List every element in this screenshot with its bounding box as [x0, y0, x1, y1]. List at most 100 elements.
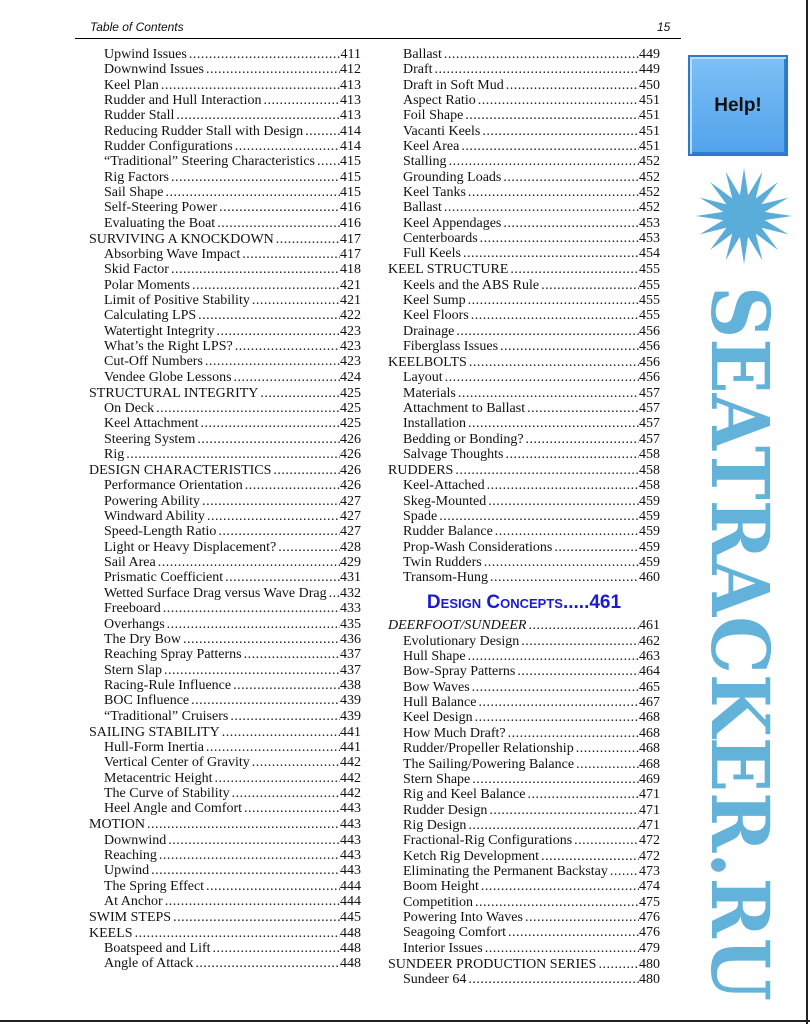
toc-entry[interactable]: Transom-Hung 460 — [388, 570, 660, 585]
toc-entry[interactable]: Installation 457 — [388, 416, 660, 431]
toc-entry[interactable]: Centerboards 453 — [388, 231, 660, 246]
toc-entry[interactable]: Upwind Issues 411 — [89, 47, 361, 62]
toc-entry[interactable]: Downwind Issues 412 — [89, 62, 361, 77]
toc-heading-entry[interactable]: KEELBOLTS 456 — [388, 355, 660, 370]
toc-entry[interactable]: Keels and the ABS Rule 455 — [388, 278, 660, 293]
toc-entry[interactable]: Foil Shape 451 — [388, 108, 660, 123]
toc-entry[interactable]: Attachment to Ballast 457 — [388, 401, 660, 416]
toc-heading-entry[interactable]: STRUCTURAL INTEGRITY 425 — [89, 386, 361, 401]
toc-entry[interactable]: What’s the Right LPS? 423 — [89, 339, 361, 354]
toc-entry[interactable]: Salvage Thoughts 458 — [388, 447, 660, 462]
toc-entry[interactable]: Keel Tanks 452 — [388, 185, 660, 200]
toc-entry[interactable]: On Deck 425 — [89, 401, 361, 416]
toc-entry[interactable]: Rudder Design 471 — [388, 803, 660, 818]
toc-entry[interactable]: Downwind 443 — [89, 833, 361, 848]
toc-heading-entry[interactable]: SUNDEER PRODUCTION SERIES 480 — [388, 957, 660, 972]
toc-entry[interactable]: Spade 459 — [388, 509, 660, 524]
toc-entry[interactable]: The Sailing/Powering Balance 468 — [388, 757, 660, 772]
toc-entry[interactable]: Polar Moments 421 — [89, 278, 361, 293]
toc-entry[interactable]: Fiberglass Issues 456 — [388, 339, 660, 354]
toc-entry[interactable]: Powering Into Waves 476 — [388, 910, 660, 925]
toc-entry[interactable]: Bow Waves 465 — [388, 680, 660, 695]
toc-entry[interactable]: Upwind 443 — [89, 863, 361, 878]
toc-entry[interactable]: Rudder Balance 459 — [388, 524, 660, 539]
toc-entry[interactable]: Powering Ability 427 — [89, 494, 361, 509]
toc-entry[interactable]: Keel Sump 455 — [388, 293, 660, 308]
toc-entry[interactable]: Steering System 426 — [89, 432, 361, 447]
toc-entry[interactable]: Reaching 443 — [89, 848, 361, 863]
toc-entry[interactable]: Absorbing Wave Impact 417 — [89, 247, 361, 262]
toc-entry[interactable]: Skeg-Mounted 459 — [388, 494, 660, 509]
toc-entry[interactable]: Reducing Rudder Stall with Design 414 — [89, 124, 361, 139]
toc-entry[interactable]: Boatspeed and Lift 448 — [89, 941, 361, 956]
toc-entry[interactable]: Keel Floors 455 — [388, 308, 660, 323]
toc-entry[interactable]: Stern Slap 437 — [89, 663, 361, 678]
toc-entry[interactable]: Ballast 452 — [388, 200, 660, 215]
toc-entry[interactable]: “Traditional” Steering Characteristics 41… — [89, 154, 361, 169]
toc-entry[interactable]: Ketch Rig Development 472 — [388, 849, 660, 864]
toc-entry[interactable]: Self-Steering Power 416 — [89, 200, 361, 215]
toc-entry[interactable]: Keel Area 451 — [388, 139, 660, 154]
toc-entry[interactable]: Keel Appendages 453 — [388, 216, 660, 231]
toc-entry[interactable]: How Much Draft? 468 — [388, 726, 660, 741]
toc-heading-entry[interactable]: SAILING STABILITY 441 — [89, 725, 361, 740]
toc-entry[interactable]: Eliminating the Permanent Backstay 473 — [388, 864, 660, 879]
toc-entry[interactable]: Rudder Configurations 414 — [89, 139, 361, 154]
toc-entry[interactable]: Vacanti Keels 451 — [388, 124, 660, 139]
toc-entry[interactable]: Rudder/Propeller Relationship 468 — [388, 741, 660, 756]
help-button[interactable]: Help! — [688, 55, 788, 156]
toc-entry[interactable]: Keel-Attached 458 — [388, 478, 660, 493]
toc-entry[interactable]: Hull-Form Inertia 441 — [89, 740, 361, 755]
toc-entry[interactable]: Ballast 449 — [388, 47, 660, 62]
toc-entry[interactable]: Keel Design 468 — [388, 710, 660, 725]
toc-heading-entry[interactable]: RUDDERS 458 — [388, 463, 660, 478]
toc-heading-entry[interactable]: SWIM STEPS 445 — [89, 910, 361, 925]
toc-heading-entry[interactable]: DEERFOOT/SUNDEER 461 — [388, 618, 660, 633]
toc-entry[interactable]: Racing-Rule Influence 438 — [89, 678, 361, 693]
toc-entry[interactable]: Sail Area 429 — [89, 555, 361, 570]
toc-entry[interactable]: Layout 456 — [388, 370, 660, 385]
toc-heading-entry[interactable]: DESIGN CHARACTERISTICS 426 — [89, 463, 361, 478]
toc-entry[interactable]: Light or Heavy Displacement? 428 — [89, 540, 361, 555]
toc-entry[interactable]: Bow-Spray Patterns 464 — [388, 664, 660, 679]
toc-entry[interactable]: Rudder Stall 413 — [89, 108, 361, 123]
toc-heading-entry[interactable]: MOTION 443 — [89, 817, 361, 832]
toc-heading-entry[interactable]: KEELS 448 — [89, 926, 361, 941]
toc-heading-entry[interactable]: KEEL STRUCTURE 455 — [388, 262, 660, 277]
toc-heading-entry[interactable]: SURVIVING A KNOCKDOWN 417 — [89, 232, 361, 247]
toc-entry[interactable]: Bedding or Bonding? 457 — [388, 432, 660, 447]
toc-entry[interactable]: Skid Factor 418 — [89, 262, 361, 277]
toc-entry[interactable]: Heel Angle and Comfort 443 — [89, 801, 361, 816]
toc-entry[interactable]: Twin Rudders 459 — [388, 555, 660, 570]
toc-entry[interactable]: Competition 475 — [388, 895, 660, 910]
toc-entry[interactable]: Sundeer 64 480 — [388, 972, 660, 987]
toc-entry[interactable]: Full Keels 454 — [388, 246, 660, 261]
toc-entry[interactable]: Cut-Off Numbers 423 — [89, 354, 361, 369]
toc-entry[interactable]: Stern Shape 469 — [388, 772, 660, 787]
toc-entry[interactable]: Vendee Globe Lessons 424 — [89, 370, 361, 385]
toc-entry[interactable]: Speed-Length Ratio 427 — [89, 524, 361, 539]
toc-entry[interactable]: Windward Ability 427 — [89, 509, 361, 524]
toc-entry[interactable]: Evaluating the Boat 416 — [89, 216, 361, 231]
toc-entry[interactable]: Hull Shape 463 — [388, 649, 660, 664]
toc-entry[interactable]: Hull Balance 467 — [388, 695, 660, 710]
toc-entry[interactable]: Metacentric Height 442 — [89, 771, 361, 786]
toc-entry[interactable]: Rig and Keel Balance 471 — [388, 787, 660, 802]
toc-entry[interactable]: Materials 457 — [388, 386, 660, 401]
toc-section-heading[interactable]: Design Concepts.....461 — [388, 588, 660, 618]
toc-entry[interactable]: Draft in Soft Mud 450 — [388, 78, 660, 93]
toc-entry[interactable]: Draft 449 — [388, 62, 660, 77]
toc-entry[interactable]: Rig Design 471 — [388, 818, 660, 833]
toc-entry[interactable]: The Spring Effect 444 — [89, 879, 361, 894]
toc-entry[interactable]: Watertight Integrity 423 — [89, 324, 361, 339]
toc-entry[interactable]: Rudder and Hull Interaction 413 — [89, 93, 361, 108]
toc-entry[interactable]: Freeboard 433 — [89, 601, 361, 616]
toc-entry[interactable]: “Traditional” Cruisers 439 — [89, 709, 361, 724]
toc-entry[interactable]: Evolutionary Design 462 — [388, 634, 660, 649]
toc-entry[interactable]: Sail Shape 415 — [89, 185, 361, 200]
toc-entry[interactable]: Wetted Surface Drag versus Wave Drag 432 — [89, 586, 361, 601]
toc-entry[interactable]: Rig 426 — [89, 447, 361, 462]
toc-entry[interactable]: Performance Orientation 426 — [89, 478, 361, 493]
toc-entry[interactable]: Overhangs 435 — [89, 617, 361, 632]
toc-entry[interactable]: Vertical Center of Gravity 442 — [89, 755, 361, 770]
